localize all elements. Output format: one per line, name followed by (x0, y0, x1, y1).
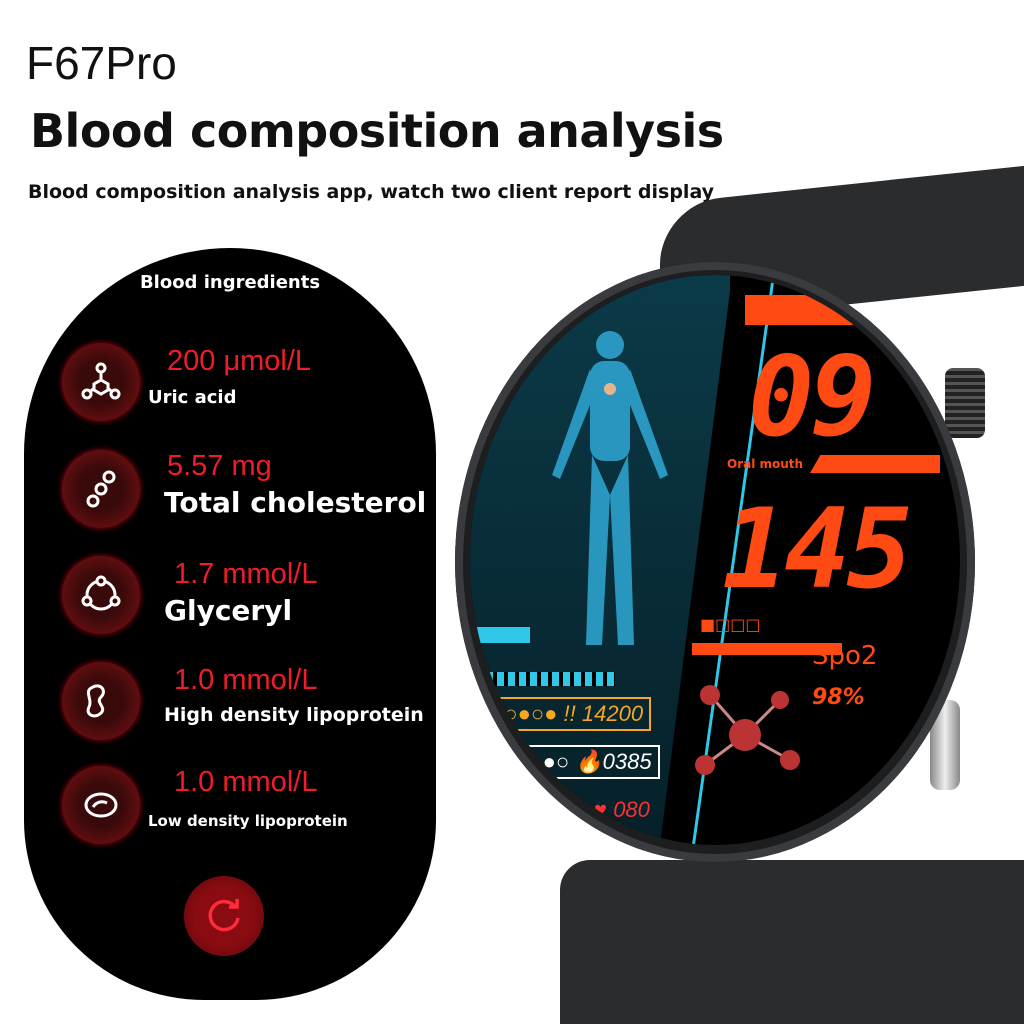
cyan-bar (470, 627, 530, 643)
heart-rate-readout: ♥ 080 (588, 795, 656, 825)
spo2-label: Spo2 (812, 641, 878, 671)
item-value: 5.57 mg (167, 450, 272, 482)
human-body-icon (552, 331, 668, 645)
heart-rate-value: 080 (613, 797, 650, 822)
refresh-button[interactable] (184, 876, 264, 956)
molecule-branch-icon (62, 343, 140, 421)
item-label: Uric acid (148, 387, 237, 408)
level-squares: ■□□□ (700, 615, 761, 634)
panel-title: Blood ingredients (139, 272, 321, 293)
calories-readout: ●○●○ 🔥0385 (508, 745, 660, 779)
model-name: F67Pro (26, 37, 177, 89)
steps-readout: ●○●○● !! 14200 (485, 697, 652, 731)
molecule-icon (695, 685, 800, 775)
orange-band (810, 455, 940, 473)
orange-band (745, 295, 945, 325)
molecule-ring-icon (62, 556, 140, 634)
flame-icon: 🔥 (575, 749, 603, 774)
watch-crown[interactable] (945, 368, 985, 438)
cell-icon (62, 766, 140, 844)
item-label: High density lipoprotein (164, 704, 424, 726)
item-label: Low density lipoprotein (148, 812, 348, 830)
item-value: 1.0 mmol/L (174, 664, 318, 696)
blob-icon (62, 662, 140, 740)
progress-ticks (475, 672, 615, 686)
spo2-value: 98% (812, 685, 865, 710)
item-value: 1.7 mmol/L (174, 558, 318, 590)
watch-strap-bottom (560, 860, 1024, 1024)
page-subtitle: Blood composition analysis app, watch tw… (28, 181, 715, 203)
orange-band (692, 643, 842, 655)
page-title: Blood composition analysis (30, 104, 724, 158)
heart-icon: ♥ (594, 797, 608, 822)
top-label: Oral mouth (727, 457, 804, 471)
watch-face: ●○●○● !! 14200 ●○●○ 🔥0385 ♥ 080 09 Oral … (470, 275, 960, 845)
main-value: 145 (722, 485, 913, 613)
calories-value: 0385 (602, 749, 652, 774)
app-report-panel: Blood ingredients 200 μmol/L Uric acid 5… (24, 248, 436, 1000)
item-value: 200 μmol/L (167, 345, 312, 377)
item-value: 1.0 mmol/L (174, 766, 318, 798)
molecule-chain-icon (62, 450, 140, 528)
top-value: 09 (748, 333, 876, 461)
refresh-icon (208, 899, 240, 932)
item-label: Glyceryl (164, 594, 293, 627)
item-label: Total cholesterol (164, 486, 427, 519)
steps-value: 14200 (581, 701, 644, 726)
